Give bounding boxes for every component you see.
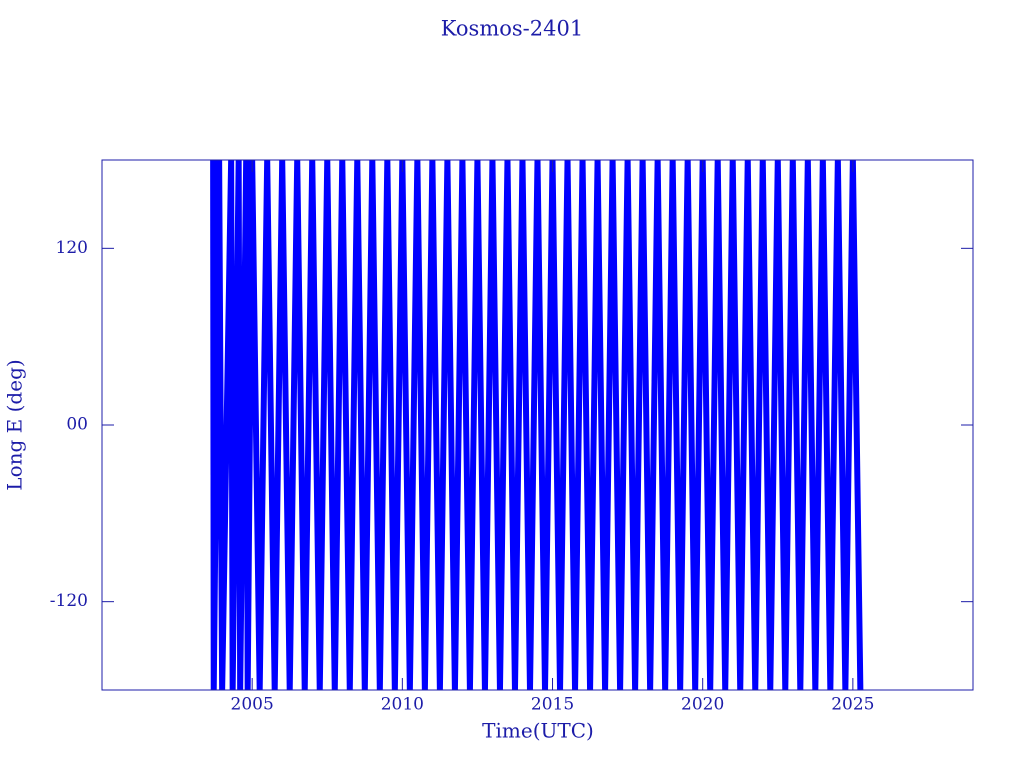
x-tick-label: 2020 bbox=[681, 695, 724, 715]
data-line bbox=[210, 160, 864, 690]
x-axis-label: Time(UTC) bbox=[482, 719, 594, 743]
x-tick-label: 2015 bbox=[531, 695, 574, 715]
chart-title: Kosmos-2401 bbox=[441, 17, 583, 41]
y-tick-label: 00 bbox=[66, 415, 88, 435]
y-axis-label: Long E (deg) bbox=[3, 359, 27, 490]
y-tick-label: -120 bbox=[50, 591, 88, 611]
x-tick-label: 2005 bbox=[231, 695, 274, 715]
x-tick-label: 2025 bbox=[831, 695, 874, 715]
x-tick-label: 2010 bbox=[381, 695, 424, 715]
y-tick-label: 120 bbox=[56, 238, 88, 258]
